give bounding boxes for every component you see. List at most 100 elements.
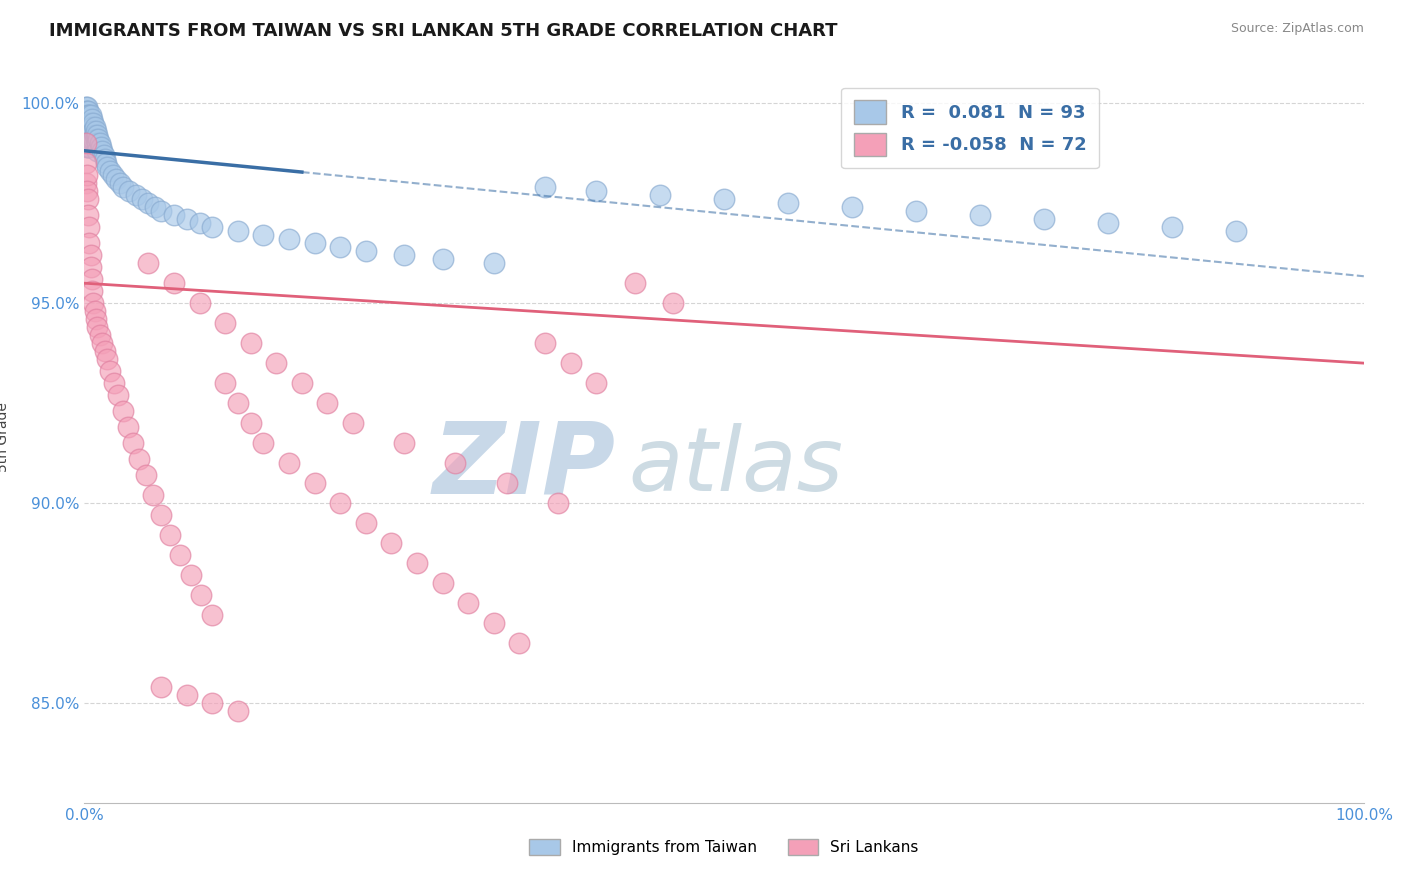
Point	[482, 615, 505, 630]
Point	[86, 145, 108, 159]
Point	[89, 328, 111, 343]
Point	[138, 256, 160, 270]
Point	[278, 232, 301, 246]
Point	[91, 336, 114, 351]
Point	[190, 588, 212, 602]
Point	[117, 420, 139, 434]
Point	[91, 145, 114, 159]
Point	[560, 356, 582, 370]
Text: ZIP: ZIP	[432, 417, 616, 515]
Point	[76, 184, 98, 198]
Point	[159, 528, 181, 542]
Point	[188, 296, 211, 310]
Point	[111, 404, 134, 418]
Point	[163, 276, 186, 290]
Point	[83, 120, 105, 135]
Point	[406, 556, 429, 570]
Point	[329, 496, 352, 510]
Point	[82, 132, 104, 146]
Point	[80, 112, 103, 127]
Point	[201, 220, 224, 235]
Point	[76, 100, 98, 114]
Point	[77, 132, 100, 146]
Point	[76, 108, 98, 122]
Point	[75, 176, 97, 190]
Point	[107, 388, 129, 402]
Point	[77, 104, 100, 119]
Point	[79, 108, 101, 122]
Point	[79, 140, 101, 154]
Point	[82, 116, 104, 130]
Point	[96, 352, 118, 367]
Point	[83, 304, 105, 318]
Text: IMMIGRANTS FROM TAIWAN VS SRI LANKAN 5TH GRADE CORRELATION CHART: IMMIGRANTS FROM TAIWAN VS SRI LANKAN 5TH…	[49, 22, 838, 40]
Point	[75, 136, 97, 151]
Point	[84, 132, 107, 146]
Point	[77, 192, 100, 206]
Point	[111, 180, 134, 194]
Point	[778, 196, 800, 211]
Point	[86, 320, 108, 334]
Point	[76, 140, 98, 154]
Point	[264, 356, 288, 370]
Point	[75, 108, 97, 122]
Point	[84, 312, 107, 326]
Point	[226, 224, 249, 238]
Point	[239, 336, 262, 351]
Point	[394, 248, 416, 262]
Point	[75, 156, 97, 170]
Point	[82, 296, 104, 310]
Point	[380, 536, 402, 550]
Point	[80, 124, 103, 138]
Point	[118, 184, 141, 198]
Point	[169, 548, 191, 562]
Point	[89, 136, 111, 151]
Point	[77, 108, 100, 122]
Point	[75, 124, 97, 138]
Point	[457, 596, 479, 610]
Point	[252, 228, 274, 243]
Point	[432, 252, 454, 267]
Point	[103, 376, 125, 391]
Point	[75, 128, 97, 143]
Point	[394, 436, 416, 450]
Point	[80, 260, 103, 275]
Point	[98, 164, 121, 178]
Point	[80, 248, 103, 262]
Point	[444, 456, 467, 470]
Point	[534, 180, 557, 194]
Point	[495, 476, 517, 491]
Point	[482, 256, 505, 270]
Text: atlas: atlas	[628, 424, 844, 509]
Point	[94, 153, 117, 167]
Point	[77, 124, 100, 138]
Point	[142, 488, 165, 502]
Point	[354, 516, 377, 530]
Point	[969, 208, 991, 222]
Point	[94, 156, 117, 170]
Point	[75, 120, 97, 135]
Point	[75, 132, 97, 146]
Point	[98, 364, 121, 378]
Point	[77, 208, 100, 222]
Point	[86, 128, 108, 143]
Point	[79, 132, 101, 146]
Point	[79, 124, 101, 138]
Point	[163, 208, 186, 222]
Point	[150, 680, 173, 694]
Point	[176, 688, 198, 702]
Point	[905, 204, 928, 219]
Point	[214, 316, 236, 330]
Point	[304, 476, 326, 491]
Point	[77, 140, 100, 154]
Point	[83, 128, 105, 143]
Point	[291, 376, 314, 391]
Text: Source: ZipAtlas.com: Source: ZipAtlas.com	[1230, 22, 1364, 36]
Point	[713, 192, 735, 206]
Point	[82, 124, 104, 138]
Point	[87, 132, 110, 146]
Point	[841, 200, 863, 214]
Point	[214, 376, 236, 391]
Point	[150, 508, 173, 522]
Point	[77, 116, 100, 130]
